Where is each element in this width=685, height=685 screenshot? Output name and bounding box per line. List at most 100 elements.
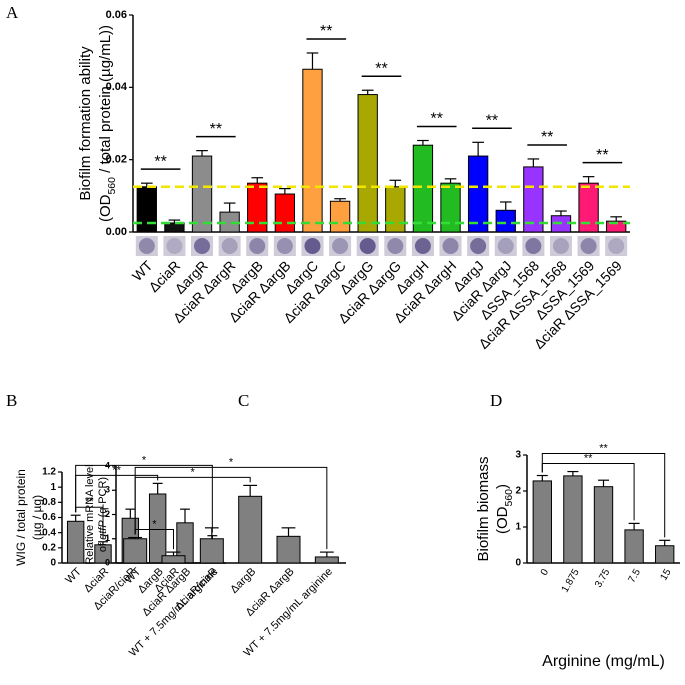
significance-label: * (229, 456, 234, 468)
well-image (442, 238, 459, 254)
significance-bracket (134, 466, 328, 550)
y-axis-label-part: (µg / µg) (30, 495, 44, 540)
significance-label: ** (210, 121, 222, 138)
y-tick-label: 1 (515, 522, 521, 533)
y-tick-label: 3 (105, 485, 110, 495)
y-axis-label: Relative mRNA level (84, 464, 96, 564)
bar (276, 535, 301, 564)
significance-bracket (541, 453, 666, 538)
y-axis-label-part: 560 (106, 177, 118, 195)
bar (247, 182, 268, 233)
y-axis-label-part: of (97, 540, 109, 552)
significance-label: ** (596, 147, 608, 164)
bar (593, 486, 614, 564)
y-tick-label: 0.8 (42, 497, 56, 508)
x-tick-label: 1.875 (560, 567, 582, 595)
y-tick-label: 4 (105, 460, 110, 470)
bar (523, 166, 544, 233)
y-axis-label-part: ) (494, 484, 511, 489)
panel-letter: C (238, 391, 249, 410)
well-image (249, 238, 266, 254)
bar (606, 220, 627, 233)
y-tick-label: 0.04 (106, 81, 128, 93)
well-image (470, 238, 487, 254)
significance-label: ** (85, 496, 94, 508)
y-tick-label: 0.6 (42, 512, 56, 523)
well-image (359, 238, 376, 254)
y-axis-label-part: Relative mRNA level (84, 464, 96, 564)
y-axis-label: Biofilm formation ability (77, 46, 94, 201)
y-axis-label-part: 560 (503, 489, 515, 507)
well-image (387, 238, 404, 254)
significance-label: ** (584, 452, 593, 464)
y-axis-label-part: gtfP (97, 520, 109, 540)
bar (199, 538, 224, 564)
well-image (332, 238, 349, 254)
significance-label: * (191, 466, 196, 478)
well-image (273, 236, 296, 256)
well-image (166, 238, 183, 254)
y-axis-label: of gtfP (q-PCR) (97, 477, 109, 552)
bar (385, 186, 406, 233)
well-image (497, 238, 514, 254)
panel-letter: D (490, 391, 502, 410)
well-image (163, 236, 186, 256)
y-tick-label: 0 (105, 557, 110, 567)
well-image (605, 236, 628, 256)
y-tick-label: 1.2 (42, 467, 56, 478)
significance-label: ** (320, 23, 332, 40)
bar (440, 182, 461, 233)
bar (655, 545, 675, 564)
bar (467, 155, 489, 233)
well-image (304, 238, 321, 254)
significance-label: ** (541, 129, 553, 146)
x-tick-label: 0 (539, 567, 552, 578)
y-axis-label: (OD560 / total protein (µg/mL)) (97, 25, 118, 222)
significance-label: * (152, 518, 157, 530)
x-tick-label: 7.5 (627, 567, 644, 585)
bar (274, 193, 296, 233)
x-tick-label: 3.75 (593, 567, 612, 590)
significance-label: ** (154, 153, 166, 170)
bar (563, 475, 583, 564)
significance-bracket (75, 464, 213, 533)
x-tick-label: ΔargB (228, 566, 258, 596)
well-image (194, 238, 211, 254)
bar (191, 155, 213, 233)
bar (357, 94, 378, 233)
bar (495, 209, 516, 233)
well-image (138, 238, 155, 254)
significance-bracket (541, 463, 635, 521)
panel-letter: B (6, 391, 17, 410)
bar (578, 182, 599, 233)
bar (624, 529, 644, 564)
bar (123, 538, 148, 564)
y-tick-label: 0.00 (106, 226, 127, 238)
y-axis-label-part: Biofilm formation ability (77, 46, 94, 201)
significance-label: ** (375, 60, 387, 77)
bar (302, 68, 323, 233)
bar (412, 144, 434, 233)
bar (532, 480, 552, 564)
bar (161, 555, 186, 564)
y-axis-label: WIG / total protein (14, 469, 28, 566)
y-axis-label: (OD560) (494, 484, 515, 534)
y-axis-label: Biofilm biomass (475, 456, 492, 561)
y-axis-label-part: Biofilm biomass (475, 456, 492, 561)
y-tick-label: 2 (515, 486, 521, 497)
y-tick-label: 0 (515, 558, 521, 569)
well-image (552, 238, 569, 254)
x-axis-label: Arginine (mg/mL) (542, 653, 665, 670)
bar (238, 495, 263, 564)
well-image (494, 236, 517, 256)
significance-label: ** (112, 464, 121, 476)
well-image (608, 238, 625, 254)
well-image (549, 236, 572, 256)
y-axis-label-part: (q-PCR) (97, 477, 109, 520)
x-tick-label: 15 (658, 567, 673, 583)
significance-label: * (142, 454, 147, 466)
significance-label: ** (599, 442, 608, 454)
y-tick-label: 0.4 (42, 527, 56, 538)
y-tick-label: 0 (50, 558, 56, 569)
